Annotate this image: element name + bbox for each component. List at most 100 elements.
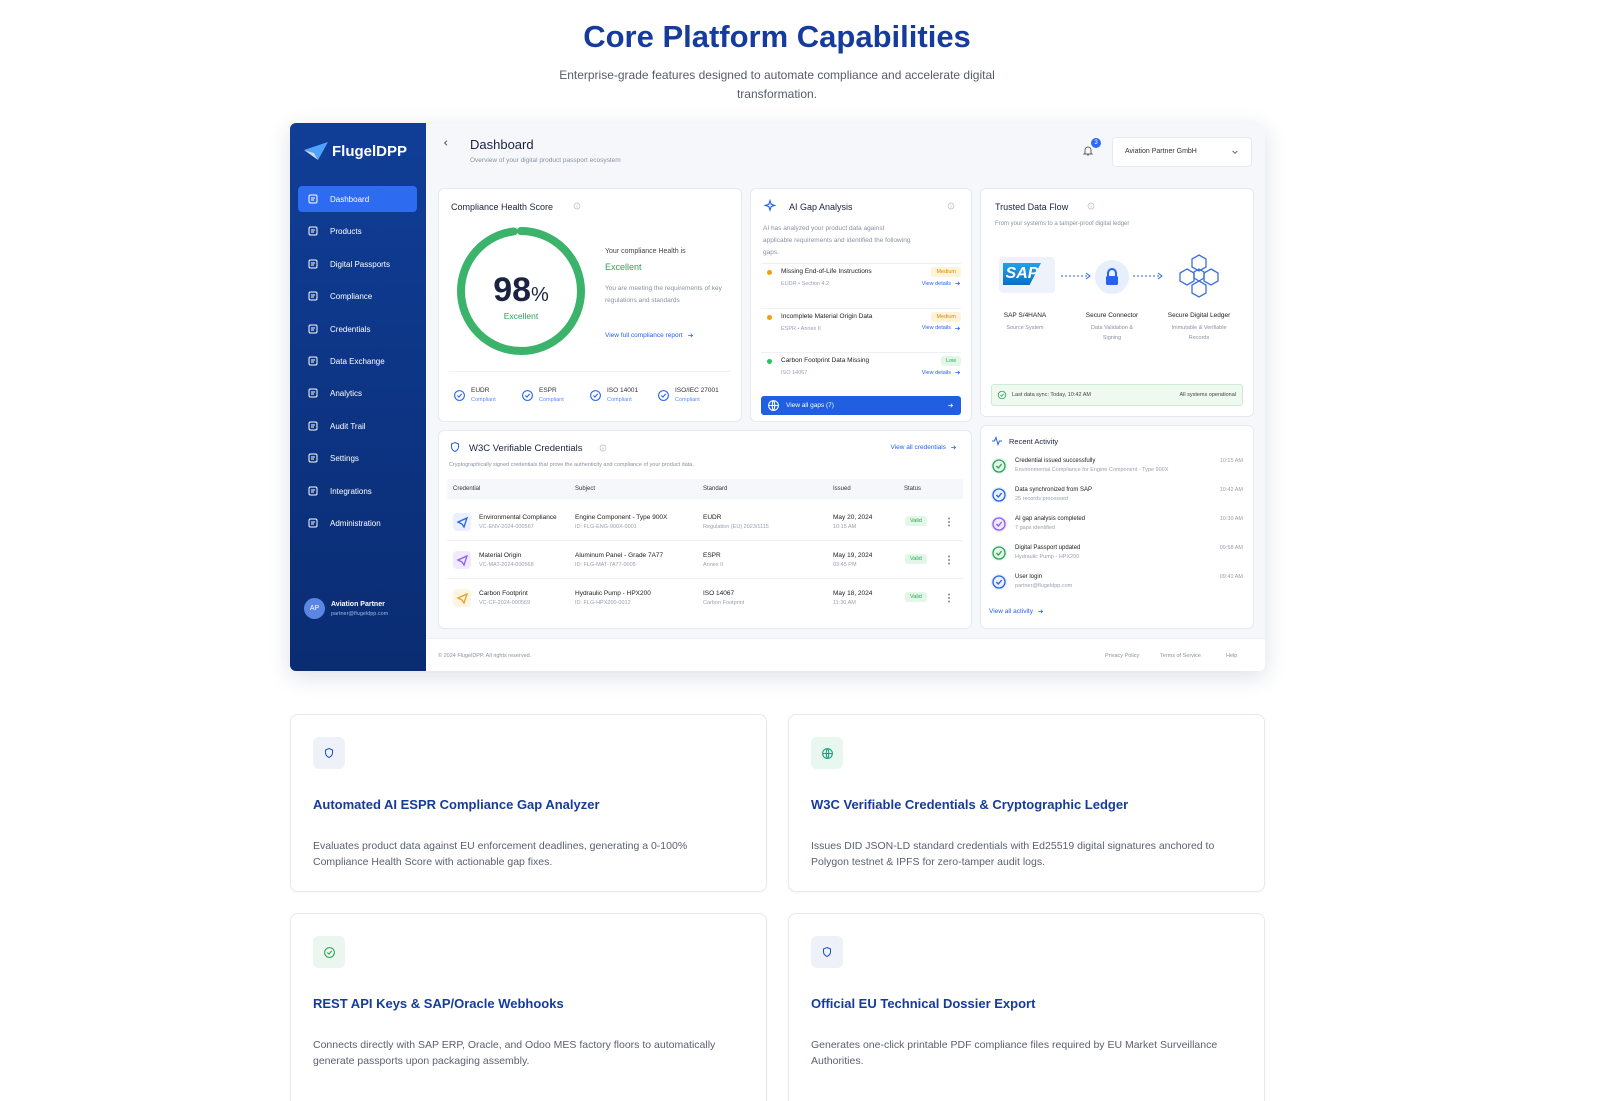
score-value: 98% bbox=[453, 271, 589, 310]
flow-arrow bbox=[1061, 272, 1093, 280]
nav-label: Administration bbox=[330, 519, 381, 528]
node-name: SAP S/4HANA bbox=[1003, 312, 1047, 319]
dashboard-preview: FlugelDPP Dashboard Products Digital Passpo… bbox=[290, 123, 1265, 671]
status-pill: Valid bbox=[905, 516, 927, 526]
standard-name: ISO/IEC 27001 bbox=[675, 387, 719, 394]
activity-title: AI gap analysis completed bbox=[1015, 516, 1086, 522]
nav-item[interactable]: Digital Passports bbox=[298, 251, 417, 277]
table-header bbox=[447, 479, 963, 499]
nav-item[interactable]: Products bbox=[298, 218, 417, 244]
feature-card: Official EU Technical Dossier Export Gene… bbox=[788, 913, 1265, 1101]
report-link[interactable]: View full compliance report bbox=[605, 332, 694, 339]
arrow-icon bbox=[954, 369, 961, 376]
page-subtitle: Enterprise-grade features designed to au… bbox=[559, 68, 995, 101]
summary-description: You are meeting the requirements of key … bbox=[605, 285, 722, 304]
activity-link[interactable]: View all activity bbox=[989, 608, 1044, 615]
severity-tag: Medium bbox=[931, 267, 961, 277]
nav-item[interactable]: Settings bbox=[298, 445, 417, 471]
shield-icon bbox=[449, 441, 461, 453]
feature-description: Issues DID JSON-LD standard credentials … bbox=[811, 840, 1215, 868]
feature-card: REST API Keys & SAP/Oracle Webhooks Conne… bbox=[290, 913, 767, 1101]
nav-icon bbox=[307, 517, 319, 529]
severity-tag: Medium bbox=[931, 311, 961, 322]
arrow-icon bbox=[954, 325, 961, 332]
node-description: Source System bbox=[1006, 325, 1044, 331]
sync-status: Last data sync: Today, 10:42 AM All syste… bbox=[991, 384, 1243, 406]
user-profile[interactable]: AP Aviation Partner partner@flugeldpp.com bbox=[290, 593, 426, 625]
column-header: Subject bbox=[575, 486, 596, 492]
activity-detail: 7 gaps identified bbox=[1015, 525, 1056, 531]
issued-time: 03:45 PM bbox=[833, 562, 857, 568]
activity-time: 10:30 AM bbox=[1219, 516, 1243, 522]
activity-icon bbox=[991, 574, 1007, 590]
link-text: View full compliance report bbox=[605, 332, 683, 339]
card-title: Recent Activity bbox=[1009, 437, 1059, 446]
back-button bbox=[442, 139, 450, 147]
credential-id: VC-CF-2024-000569 bbox=[479, 600, 531, 606]
feature-title: W3C Verifiable Credentials & Cryptograph… bbox=[811, 797, 1129, 812]
node-name: Secure Digital Ledger bbox=[1167, 312, 1231, 319]
standard-check bbox=[657, 389, 670, 402]
gap-title: Missing End-of-Life Instructions bbox=[781, 268, 872, 275]
feature-description: Connects directly with SAP ERP, Oracle, … bbox=[313, 1039, 716, 1067]
ledger-icon bbox=[1177, 253, 1221, 299]
credentials-link[interactable]: View all credentials bbox=[890, 444, 957, 451]
issued-time: 10:15 AM bbox=[833, 524, 857, 530]
nav-icon bbox=[307, 355, 319, 367]
gap-link[interactable]: View details bbox=[922, 369, 961, 376]
page-title: Core Platform Capabilities bbox=[583, 19, 971, 54]
button-label: View all gaps (7) bbox=[786, 402, 834, 409]
standard-check bbox=[589, 389, 602, 402]
node-name: Secure Connector bbox=[1085, 312, 1139, 319]
nav-label: Settings bbox=[330, 454, 359, 464]
gap-link[interactable]: View details bbox=[922, 280, 961, 287]
nav-item[interactable]: Analytics bbox=[298, 380, 417, 406]
score-number: 98 bbox=[493, 271, 532, 309]
standard-name: EUDR bbox=[471, 387, 490, 394]
severity-dot bbox=[767, 314, 772, 320]
nav-icon bbox=[307, 323, 319, 335]
summary-value: Excellent bbox=[605, 262, 642, 272]
sync-text: Last data sync: Today, 10:42 AM bbox=[1012, 392, 1091, 398]
nav-icon bbox=[307, 452, 319, 464]
flow-arrow bbox=[1133, 272, 1165, 280]
feature-description: Generates one-click printable PDF compli… bbox=[811, 1039, 1218, 1067]
feature-title: Automated AI ESPR Compliance Gap Analyze… bbox=[313, 797, 600, 812]
org-selector[interactable]: Aviation Partner GmbH bbox=[1112, 137, 1252, 167]
gap-title: Carbon Footprint Data Missing bbox=[781, 357, 870, 364]
issued-date: May 19, 2024 bbox=[833, 552, 873, 559]
footer-link[interactable]: Help bbox=[1226, 653, 1238, 659]
standard-name: ISO 14001 bbox=[607, 387, 639, 394]
subject-id: ID: FLG-ENG-900X-0001 bbox=[575, 524, 637, 530]
credential-name: Material Origin bbox=[479, 552, 522, 559]
card-title: W3C Verifiable Credentials bbox=[469, 443, 583, 454]
card-title: Trusted Data Flow bbox=[995, 202, 1069, 212]
view-gaps-button[interactable]: View all gaps (7) bbox=[761, 396, 961, 415]
nav-item[interactable]: Administration bbox=[298, 510, 417, 536]
divider bbox=[449, 371, 731, 372]
nav-item[interactable]: Data Exchange bbox=[298, 348, 417, 374]
nav-item[interactable]: Dashboard bbox=[298, 186, 417, 212]
nav-item[interactable]: Credentials bbox=[298, 316, 417, 342]
nav-icon bbox=[307, 193, 319, 205]
feature-icon bbox=[811, 737, 843, 769]
feature-card: Automated AI ESPR Compliance Gap Analyze… bbox=[290, 714, 767, 892]
node-description: Immutable & Verifiable Records bbox=[1171, 325, 1227, 341]
divider bbox=[761, 307, 961, 309]
footer-link[interactable]: Privacy Policy bbox=[1105, 653, 1140, 659]
nav-item[interactable]: Integrations bbox=[298, 478, 417, 504]
nav-item[interactable]: Compliance bbox=[298, 283, 417, 309]
feature-title: Official EU Technical Dossier Export bbox=[811, 996, 1036, 1011]
credential-name: Carbon Footprint bbox=[479, 590, 528, 597]
activity-time: 10:42 AM bbox=[1219, 487, 1243, 493]
activity-detail: 25 records processed bbox=[1015, 496, 1068, 502]
activity-detail: Environmental Compliance for Engine Comp… bbox=[1015, 467, 1169, 473]
summary-label: Your compliance Health is bbox=[605, 248, 686, 255]
score-rating: Excellent bbox=[503, 311, 539, 321]
severity-dot bbox=[767, 270, 772, 275]
node-description: Data Validation & Signing bbox=[1090, 325, 1134, 341]
footer-link[interactable]: Terms of Service bbox=[1160, 653, 1201, 659]
gap-link[interactable]: View details bbox=[922, 325, 961, 332]
dashboard-subtitle: Overview of your digital product passpor… bbox=[470, 157, 621, 164]
nav-item[interactable]: Audit Trail bbox=[298, 413, 417, 439]
